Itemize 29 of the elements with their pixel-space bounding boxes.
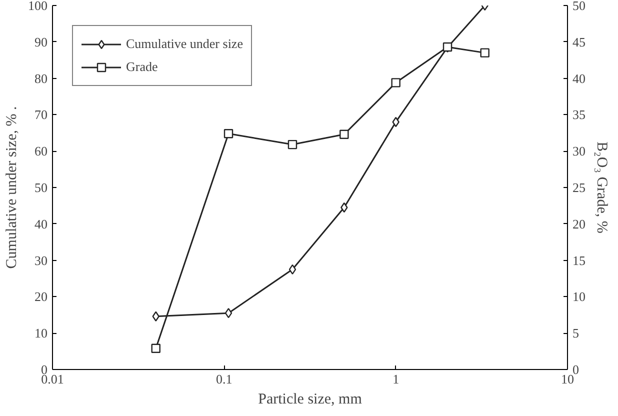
y-tick-label: 100 <box>28 0 48 13</box>
y2-tick-label: 45 <box>572 34 586 50</box>
y2-tick-label: 0 <box>572 362 579 377</box>
x-tick-label: 10 <box>561 372 574 386</box>
y2-tick-label: 15 <box>572 252 586 268</box>
x-tick-label: 0.1 <box>216 372 232 386</box>
y-tick-label: 60 <box>34 144 48 159</box>
y2-tick-label: 25 <box>572 180 586 195</box>
x-axis-title: Particle size, mm <box>258 392 362 408</box>
legend-label: Cumulative under size <box>126 36 243 52</box>
y-tick-label: 50 <box>34 180 48 195</box>
y-tick-label: 70 <box>34 107 48 122</box>
y2-tick-label: 40 <box>572 70 586 86</box>
y-tick-label: 20 <box>34 289 48 304</box>
y-tick-label: 30 <box>34 252 48 268</box>
legend-label: Grade <box>126 59 158 75</box>
y2-tick-label: 50 <box>572 0 586 13</box>
y-axis-title: Cumulative under size, % . <box>4 106 20 269</box>
y-tick-label: 10 <box>34 326 48 341</box>
y2-axis-title: B₂O₃ Grade, % <box>594 142 610 234</box>
y-tick-label: 80 <box>34 70 48 86</box>
y-tick-label: 40 <box>34 216 48 232</box>
y2-tick-label: 20 <box>572 216 586 232</box>
y2-tick-label: 35 <box>572 107 586 122</box>
y2-tick-label: 5 <box>572 326 579 341</box>
y-tick-label: 90 <box>34 34 48 50</box>
y2-tick-label: 30 <box>572 144 586 159</box>
y2-tick-label: 10 <box>572 289 586 304</box>
x-tick-label: 1 <box>392 372 400 386</box>
